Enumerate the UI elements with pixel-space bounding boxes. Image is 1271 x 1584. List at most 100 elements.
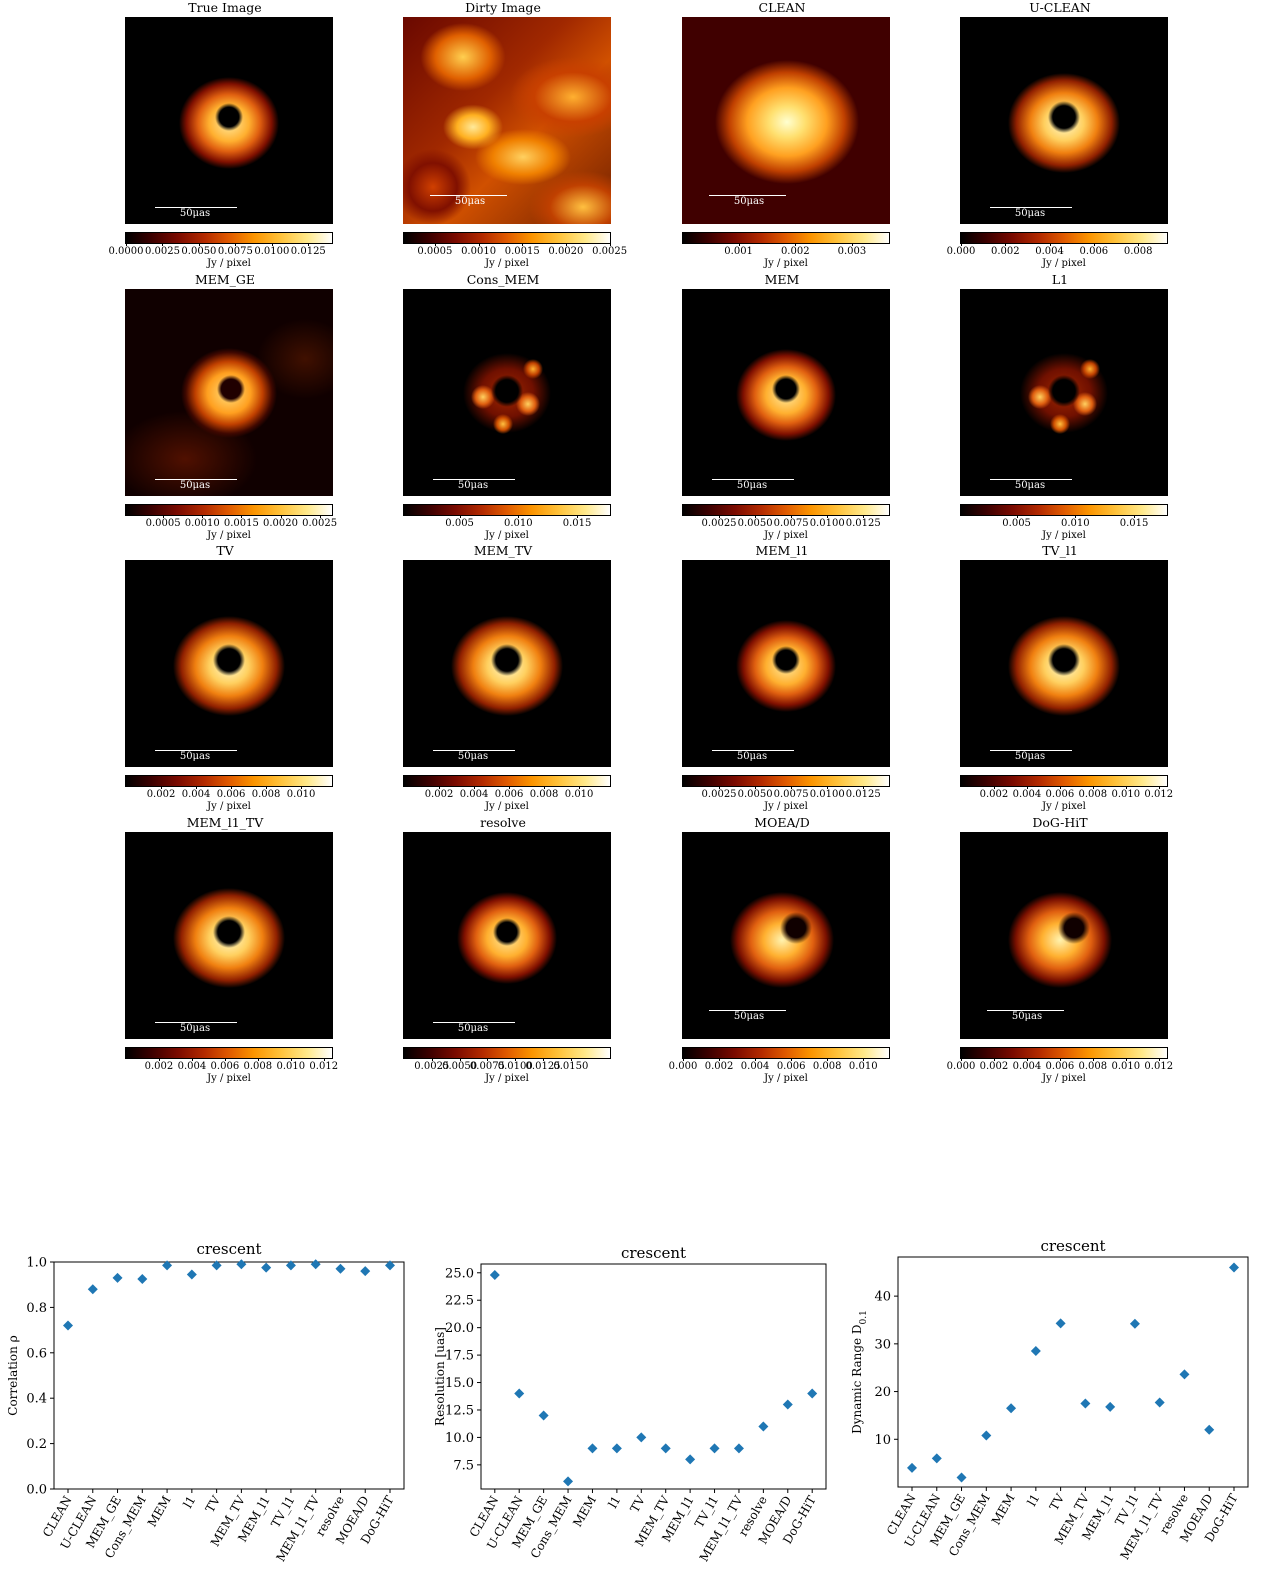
scale-bar [990,750,1072,751]
colorbar-tick-mark [487,1058,489,1061]
scale-bar-label: 50μas [457,480,489,491]
colorbar-tick-mark [565,243,567,246]
colorbar-tick-label: 0.006 [494,789,524,800]
y-tick-label: 0.8 [26,1301,47,1316]
y-tick-label: 20 [874,1385,891,1400]
y-axis-label-subscript: 0.1 [859,1310,869,1324]
panel-title: Dirty Image [465,0,541,15]
colorbar-unit: Jy / pixel [1042,530,1086,541]
image-panel: CLEAN 50μas 0.001 0.002 0.003 Jy / pixel [637,0,927,272]
data-point [611,1443,622,1454]
scale-bar [709,1010,786,1011]
colorbar-tick-mark [851,243,853,246]
colorbar-tick-mark [431,1058,433,1061]
data-point [758,1421,769,1432]
colorbar-tick-label: 0.015 [562,518,592,529]
data-point [685,1454,696,1465]
image-panel: MEM_GE 50μas 0.0005 0.0010 0.0015 0.0020 0.002… [80,272,370,544]
data-point [1030,1346,1041,1357]
colorbar-tick-mark [163,515,165,518]
colorbar-tick-mark [1075,515,1077,518]
y-tick-label: 22.5 [445,1294,474,1309]
colorbar-tick-label: 0.0075 [773,518,809,529]
colorbar-tick-mark [158,1058,160,1061]
x-tick-label: MEM [570,1494,599,1530]
colorbar-tick-label: 0.0020 [263,518,298,529]
colorbar-unit: Jy / pixel [764,1073,808,1084]
colorbar [125,1047,333,1059]
reconstruction-image: 50μas [960,289,1168,496]
colorbar-tick-label: 0.0125 [845,789,881,800]
colorbar-tick-label: 0.010 [1061,518,1090,529]
data-point [981,1430,992,1441]
image-panel: L1 50μas 0.005 0.010 0.015 Jy / pixel [915,272,1205,544]
image-panel: True Image 50μas 0.0000 0.0025 0.0050 0.0075 0… [80,0,370,272]
colorbar-tick-label: 0.0050 [442,1061,478,1072]
colorbar-tick-label: 0.008 [243,1061,273,1072]
colorbar-tick-label: 0.004 [177,1061,207,1072]
scale-bar [987,1010,1064,1011]
scale-bar [433,479,515,480]
colorbar-tick-label: 0.0005 [417,246,453,257]
data-point [1105,1401,1116,1412]
data-point [1204,1424,1215,1435]
panel-title: CLEAN [758,0,806,15]
panel-title: Cons_MEM [466,272,540,287]
colorbar-tick-label: 0.005 [1002,518,1031,529]
colorbar-tick-label: 0.002 [704,1061,734,1072]
colorbar-tick-label: 0.006 [216,789,246,800]
scale-bar [433,750,515,751]
colorbar-tick-mark [863,786,865,789]
colorbar-tick-mark [235,243,237,246]
colorbar-tick-label: 0.000 [946,246,976,257]
scale-bar-label: 50μas [179,208,211,219]
data-point [931,1453,942,1464]
colorbar-tick-label: 0.004 [459,789,489,800]
colorbar-tick-mark [434,243,436,246]
panel-title: MEM_GE [194,272,256,287]
colorbar-tick-label: 0.008 [251,789,281,800]
reconstruction-image: 50μas [125,832,333,1039]
colorbar-tick-label: 0.012 [1144,789,1174,800]
colorbar-tick-label: 0.0020 [548,246,584,257]
colorbar-tick-mark [1059,1058,1061,1061]
colorbar-tick-mark [515,1058,517,1061]
colorbar-tick-label: 0.010 [276,1061,306,1072]
data-point [907,1462,917,1473]
colorbar [403,1047,611,1059]
colorbar-tick-mark [459,515,461,518]
panel-title: TV [216,543,234,558]
colorbar-tick-mark [280,515,282,518]
scale-bar [709,195,786,196]
scale-bar [712,750,794,751]
colorbar-tick-label: 0.002 [990,246,1020,257]
colorbar-tick-mark [518,515,520,518]
panel-title: MEM_l1 [755,543,809,558]
data-point [236,1259,247,1270]
colorbar-tick-label: 0.0015 [223,518,259,529]
colorbar-tick-mark [755,786,757,789]
chart-title: crescent [196,1240,261,1258]
colorbar-tick-mark [161,786,163,789]
scale-bar-label: 50μas [733,196,765,207]
data-point [563,1476,574,1487]
colorbar-tick-label: 0.010 [286,789,316,800]
reconstruction-image: 50μas [125,560,333,767]
reconstruction-image: 50μas [682,17,890,224]
colorbar-tick-label: 0.010 [1111,789,1141,800]
image-panel: U-CLEAN 50μas 0.000 0.002 0.004 0.006 0.008 Jy … [915,0,1205,272]
colorbar-tick-label: 0.010 [564,789,594,800]
data-point [538,1410,549,1421]
colorbar-tick-mark [478,243,480,246]
colorbar-tick-mark [1093,243,1095,246]
colorbar-tick-label: 0.012 [309,1061,339,1072]
colorbar-tick-label: 0.0025 [592,246,628,257]
colorbar-tick-mark [257,1058,259,1061]
panel-title: L1 [1051,272,1069,287]
colorbar-unit: Jy / pixel [764,801,808,812]
y-tick-label: 7.5 [453,1458,474,1473]
image-panel: MEM_l1_TV 50μas 0.002 0.004 0.006 0.008 0.010 0… [80,815,370,1087]
colorbar-tick-mark [961,1058,962,1061]
colorbar-tick-label: 0.0000 [108,246,144,257]
colorbar-tick-mark [795,243,797,246]
